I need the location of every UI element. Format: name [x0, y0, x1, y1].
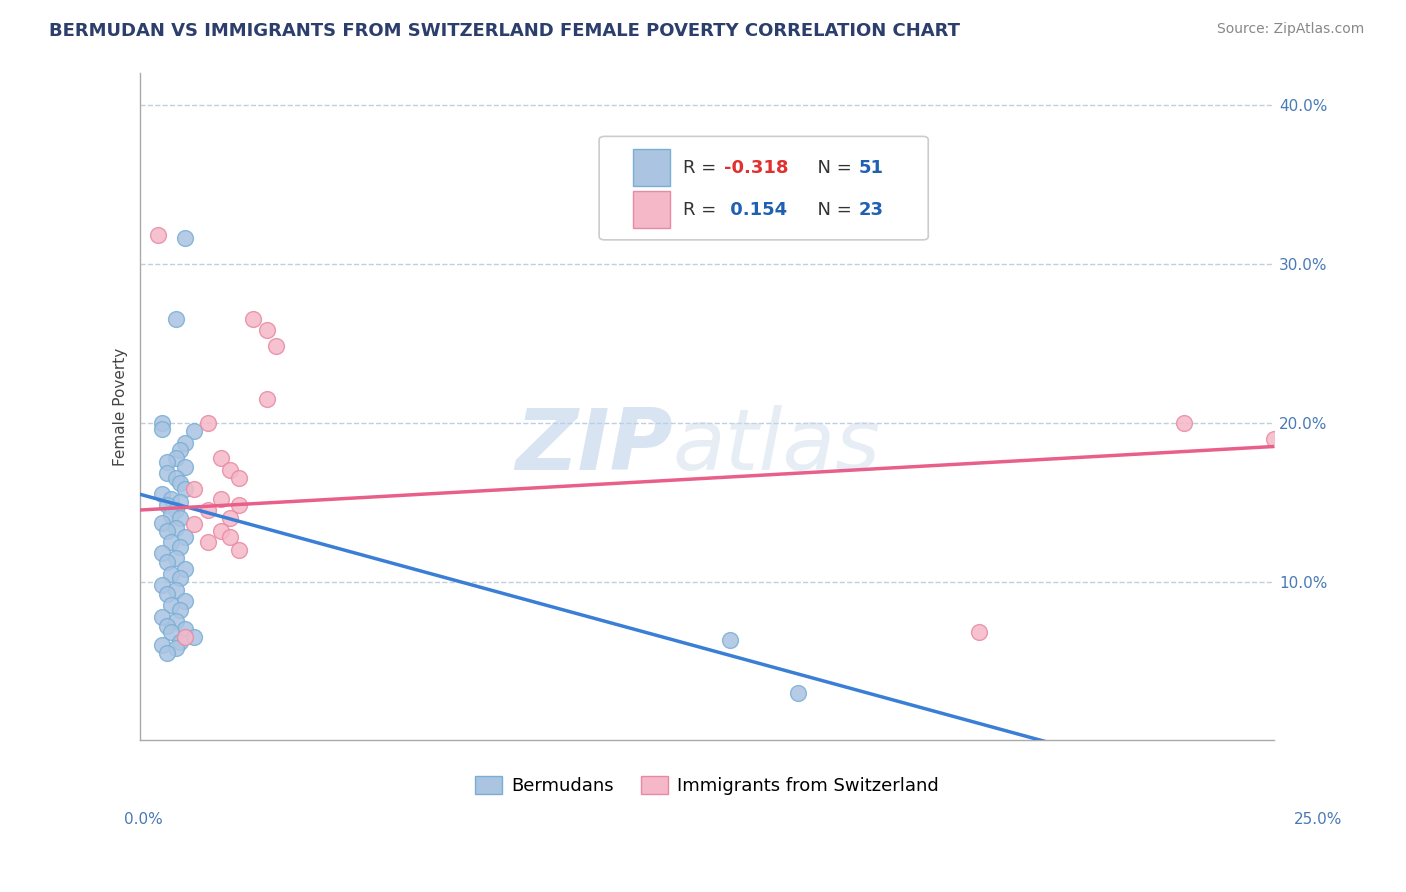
Point [169, 603, 191, 617]
Point [209, 524, 232, 538]
Point [160, 566, 183, 581]
Point [160, 508, 183, 522]
Point [169, 540, 191, 554]
Point [183, 424, 205, 438]
Text: -0.318: -0.318 [724, 159, 789, 177]
Point [1173, 416, 1195, 430]
Point [256, 392, 278, 406]
Point [209, 491, 232, 506]
Point [165, 615, 187, 629]
Point [174, 231, 197, 245]
Point [165, 641, 187, 656]
Text: 0.154: 0.154 [724, 201, 787, 219]
Point [209, 450, 232, 465]
Point [160, 625, 183, 640]
Point [150, 546, 173, 560]
Point [174, 630, 197, 644]
Point [160, 599, 183, 613]
Text: R =: R = [683, 201, 723, 219]
Point [786, 686, 808, 700]
FancyBboxPatch shape [633, 192, 669, 228]
Point [169, 442, 191, 457]
Point [219, 511, 242, 525]
Text: BERMUDAN VS IMMIGRANTS FROM SWITZERLAND FEMALE POVERTY CORRELATION CHART: BERMUDAN VS IMMIGRANTS FROM SWITZERLAND … [49, 22, 960, 40]
Point [150, 609, 173, 624]
Legend: Bermudans, Immigrants from Switzerland: Bermudans, Immigrants from Switzerland [475, 775, 939, 795]
Point [150, 422, 173, 436]
Point [174, 483, 197, 497]
Point [169, 495, 191, 509]
Point [156, 556, 179, 570]
Text: 51: 51 [859, 159, 884, 177]
Point [228, 542, 250, 557]
Point [183, 517, 205, 532]
Point [165, 503, 187, 517]
Point [718, 633, 741, 648]
FancyBboxPatch shape [599, 136, 928, 240]
Point [160, 534, 183, 549]
Point [183, 630, 205, 644]
Point [174, 436, 197, 450]
Point [160, 491, 183, 506]
Text: Source: ZipAtlas.com: Source: ZipAtlas.com [1216, 22, 1364, 37]
Point [219, 463, 242, 477]
Text: 23: 23 [859, 201, 884, 219]
Point [242, 312, 264, 326]
Point [165, 471, 187, 485]
Text: ZIP: ZIP [515, 405, 673, 488]
Point [169, 476, 191, 491]
Text: atlas: atlas [673, 405, 882, 488]
Point [156, 646, 179, 660]
Point [197, 534, 219, 549]
Point [256, 323, 278, 337]
Point [169, 635, 191, 649]
Point [219, 530, 242, 544]
Point [150, 516, 173, 530]
Point [264, 339, 287, 353]
Point [165, 550, 187, 565]
Point [150, 416, 173, 430]
Point [1263, 432, 1285, 446]
FancyBboxPatch shape [633, 150, 669, 186]
Point [165, 582, 187, 597]
Point [169, 571, 191, 585]
Text: N =: N = [806, 201, 858, 219]
Point [150, 487, 173, 501]
Point [183, 483, 205, 497]
Point [174, 562, 197, 576]
Point [169, 511, 191, 525]
Text: R =: R = [683, 159, 723, 177]
Point [156, 587, 179, 601]
Point [156, 467, 179, 481]
Point [197, 503, 219, 517]
Point [174, 622, 197, 636]
Point [150, 638, 173, 652]
Text: N =: N = [806, 159, 858, 177]
Point [228, 498, 250, 512]
Text: 0.0%: 0.0% [124, 812, 163, 827]
Point [156, 498, 179, 512]
Point [156, 524, 179, 538]
Point [156, 619, 179, 633]
Point [165, 520, 187, 534]
Point [969, 625, 991, 640]
Point [156, 455, 179, 469]
Point [174, 593, 197, 607]
Point [146, 228, 169, 243]
Text: 25.0%: 25.0% [1295, 812, 1343, 827]
Point [165, 450, 187, 465]
Point [174, 530, 197, 544]
Point [228, 471, 250, 485]
Point [150, 578, 173, 592]
Y-axis label: Female Poverty: Female Poverty [114, 348, 128, 466]
Point [174, 460, 197, 475]
Point [197, 416, 219, 430]
Point [165, 312, 187, 326]
